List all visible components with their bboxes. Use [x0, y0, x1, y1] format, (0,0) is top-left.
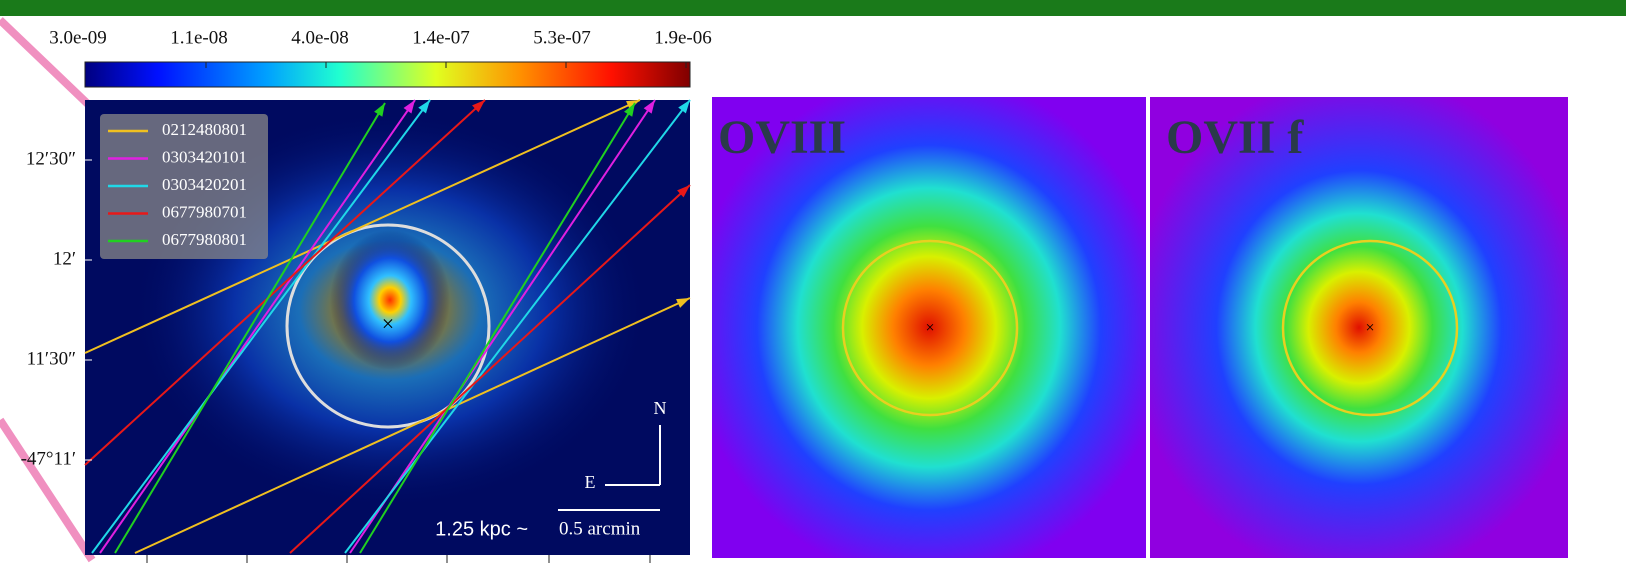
center-marker: ×	[382, 311, 394, 336]
figure: 3.0e-09 1.1e-08 4.0e-08 1.4e-07 5.3e-07 1.9e-…	[0, 0, 1626, 586]
colorbar-tick-label: 3.0e-09	[49, 27, 107, 48]
legend-label: 0303420201	[162, 175, 247, 194]
colorbar-tick-label: 5.3e-07	[533, 27, 591, 48]
colorbar-tick-label: 4.0e-08	[291, 27, 349, 48]
scale-angular: 0.5 arcmin	[559, 518, 641, 539]
center-marker: ×	[925, 320, 934, 337]
colorbar-tick-label: 1.9e-06	[654, 27, 712, 48]
legend-label: 0212480801	[162, 120, 247, 139]
y-tick-label: 12′	[53, 248, 76, 269]
colorbar-tick-label: 1.4e-07	[412, 27, 470, 48]
colorbar-tick-label: 1.1e-08	[170, 27, 228, 48]
compass-east: E	[585, 472, 596, 492]
y-tick-label: -47°11′	[21, 448, 76, 469]
galaxy-core	[330, 230, 450, 370]
top-band	[0, 0, 1626, 16]
compass-north: N	[654, 398, 667, 418]
scale-physical: 1.25 kpc ~	[435, 518, 528, 540]
center-marker: ×	[1365, 320, 1374, 337]
ovii-map	[1150, 97, 1568, 558]
legend-label: 0677980801	[162, 230, 247, 249]
colorbar	[85, 62, 690, 87]
panel-label: OVII f	[1166, 111, 1304, 164]
panel-label: OVIII	[718, 111, 846, 164]
y-tick-label: 12′30″	[26, 148, 76, 169]
y-tick-label: 11′30″	[27, 348, 76, 369]
zoom-line	[0, 420, 92, 560]
legend-label: 0303420101	[162, 147, 247, 166]
legend-label: 0677980701	[162, 202, 247, 221]
